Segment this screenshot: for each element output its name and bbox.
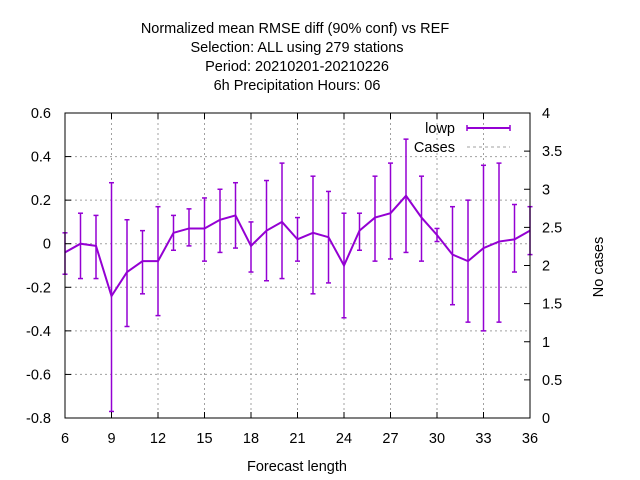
x-tick-label: 33	[475, 431, 491, 447]
y2-tick-label: 3.5	[542, 144, 562, 160]
title-line-1: Normalized mean RMSE diff (90% conf) vs …	[141, 21, 450, 37]
y2-tick-label: 0	[542, 411, 550, 427]
y-tick-label: -0.6	[26, 367, 51, 383]
y2-tick-label: 4	[542, 106, 550, 122]
x-tick-label: 9	[107, 431, 115, 447]
y2-tick-label: 2	[542, 259, 550, 275]
y-tick-label: -0.2	[26, 280, 51, 296]
axis-ticks	[64, 112, 531, 419]
y-tick-label: 0.2	[31, 193, 51, 209]
y-tick-label: 0.6	[31, 106, 51, 122]
x-tick-label: 21	[289, 431, 305, 447]
x-tick-label: 12	[150, 431, 166, 447]
x-tick-label: 27	[382, 431, 398, 447]
x-tick-label: 36	[522, 431, 538, 447]
x-tick-label: 6	[61, 431, 69, 447]
y2-tick-label: 2.5	[542, 220, 562, 236]
y2-tick-label: 3	[542, 182, 550, 198]
y-tick-label: -0.8	[26, 411, 51, 427]
chart-title: Normalized mean RMSE diff (90% conf) vs …	[141, 21, 450, 94]
y2-tick-label: 0.5	[542, 373, 562, 389]
y-tick-label: 0	[43, 237, 51, 253]
y2-tick-label: 1.5	[542, 297, 562, 313]
legend-label-cases: Cases	[414, 140, 455, 156]
series-line	[64, 194, 531, 299]
title-line-3: Period: 20210201-20210226	[205, 59, 389, 75]
x-tick-label: 30	[429, 431, 445, 447]
legend-label-lowp: lowp	[425, 121, 455, 137]
x-tick-label: 18	[243, 431, 259, 447]
y2-axis-label: No cases	[591, 237, 607, 297]
title-line-4: 6h Precipitation Hours: 06	[214, 78, 381, 94]
x-axis-label: Forecast length	[247, 459, 347, 475]
legend: lowp Cases	[414, 121, 511, 156]
x-tick-label: 15	[196, 431, 212, 447]
title-line-2: Selection: ALL using 279 stations	[190, 40, 403, 56]
tick-labels: 6 9 12 15 18 21 24 27 30 33 36-0.8-0.6-0.4-0.200.2…	[26, 106, 562, 447]
y-tick-label: 0.4	[31, 150, 51, 166]
y2-tick-label: 1	[542, 335, 550, 351]
series-line-lowp	[64, 194, 531, 299]
y-tick-label: -0.4	[26, 324, 51, 340]
x-tick-label: 24	[336, 431, 352, 447]
